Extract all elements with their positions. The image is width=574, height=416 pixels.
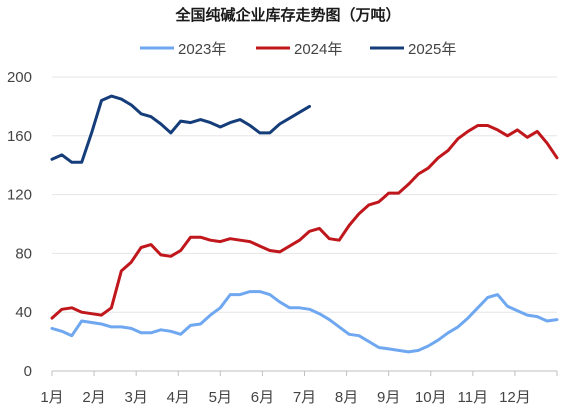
x-tick-label: 7月: [293, 389, 316, 406]
legend-item-2025: 2025年: [370, 41, 456, 58]
series-line-2024: [50, 124, 559, 320]
chart-title: 全国纯碱企业库存走势图（万吨）: [174, 6, 400, 24]
x-tick-label: 3月: [124, 389, 147, 406]
legend-item-2024: 2024年: [256, 41, 342, 58]
x-tick-label: 9月: [377, 389, 400, 406]
legend-label-2023: 2023年: [178, 41, 226, 58]
y-tick-label: 40: [15, 304, 32, 321]
series-lines: [50, 94, 559, 354]
legend: 2023年 2024年 2025年: [140, 41, 456, 58]
series-line-2023: [50, 290, 559, 354]
legend-item-2023: 2023年: [140, 41, 226, 58]
y-tick-label: 200: [7, 69, 32, 86]
y-tick-label: 0: [24, 363, 32, 380]
x-axis-ticks: 1月 2月 3月 4月 5月 6月 7月 8月 9月 10月 11月 12月: [40, 371, 558, 406]
x-tick-label: 6月: [251, 389, 274, 406]
x-tick-label: 4月: [167, 389, 190, 406]
x-tick-label: 12月: [499, 389, 531, 406]
y-tick-label: 120: [7, 187, 32, 204]
x-tick-label: 5月: [209, 389, 232, 406]
x-tick-label: 1月: [40, 389, 63, 406]
x-tick-label: 8月: [335, 389, 358, 406]
x-tick-label: 11月: [458, 389, 489, 406]
x-tick-label: 10月: [415, 389, 447, 406]
y-tick-label: 80: [15, 245, 32, 262]
legend-label-2024: 2024年: [294, 41, 342, 58]
legend-label-2025: 2025年: [408, 41, 456, 58]
x-tick-label: 2月: [82, 389, 105, 406]
series-line-2025: [50, 94, 311, 164]
grid-lines: [52, 76, 557, 313]
y-tick-label: 160: [7, 128, 32, 145]
y-axis-ticks: 0 40 80 120 160 200: [7, 69, 32, 380]
